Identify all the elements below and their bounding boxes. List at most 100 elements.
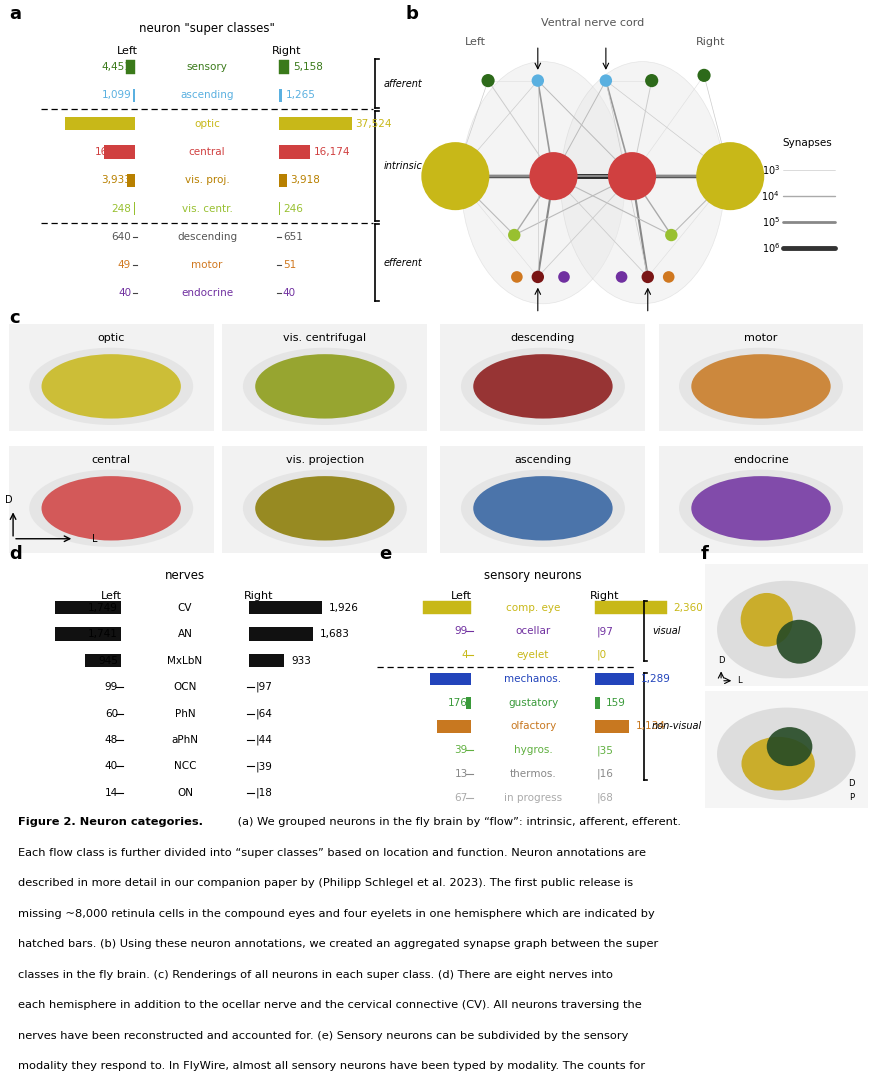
FancyBboxPatch shape: [440, 447, 646, 553]
Text: CV: CV: [178, 603, 192, 612]
Ellipse shape: [717, 708, 855, 800]
Bar: [55, 601, 122, 615]
Ellipse shape: [473, 476, 612, 541]
Text: Ventral nerve cord: Ventral nerve cord: [541, 326, 644, 337]
Text: |68: |68: [596, 792, 613, 803]
Text: ascending: ascending: [181, 90, 233, 100]
Ellipse shape: [255, 354, 395, 418]
Text: 49: 49: [118, 260, 131, 270]
Text: descending: descending: [511, 333, 575, 343]
Bar: [279, 117, 352, 130]
Text: 1,289: 1,289: [640, 674, 670, 684]
Text: aPhN: aPhN: [172, 735, 198, 745]
Text: vis. proj.: vis. proj.: [185, 176, 229, 185]
Bar: [279, 173, 287, 186]
Text: 3,933: 3,933: [101, 176, 131, 185]
Point: [645, 72, 659, 89]
Text: optic: optic: [98, 333, 125, 343]
Text: PhN: PhN: [174, 709, 196, 719]
Text: hygros.: hygros.: [514, 746, 552, 756]
Text: 1,749: 1,749: [88, 603, 118, 612]
Text: D: D: [718, 656, 724, 664]
Text: 651: 651: [283, 232, 303, 242]
Text: efferent: efferent: [384, 258, 423, 268]
Text: mechanos.: mechanos.: [505, 674, 561, 684]
Text: D: D: [5, 494, 12, 505]
Text: optic: optic: [194, 118, 220, 129]
Bar: [248, 601, 322, 615]
Text: sensory neurons: sensory neurons: [485, 569, 581, 581]
Bar: [126, 61, 135, 74]
Ellipse shape: [29, 348, 193, 425]
Text: 159: 159: [606, 698, 626, 708]
Text: visual: visual: [652, 627, 680, 636]
FancyBboxPatch shape: [658, 324, 863, 431]
Text: non-visual: non-visual: [652, 722, 702, 732]
Text: 13: 13: [455, 769, 468, 779]
Point: [507, 227, 522, 244]
Ellipse shape: [243, 348, 407, 425]
Text: 37,524: 37,524: [355, 118, 392, 129]
Text: $10^3$: $10^3$: [762, 163, 780, 177]
Point: [599, 72, 613, 89]
Text: AN: AN: [178, 629, 192, 640]
Bar: [423, 602, 471, 614]
Ellipse shape: [679, 469, 843, 547]
Ellipse shape: [41, 476, 181, 541]
Text: 60: 60: [105, 709, 118, 719]
Bar: [126, 61, 135, 74]
Point: [615, 268, 629, 285]
Text: |39: |39: [255, 761, 272, 772]
Text: missing ~8,000 retinula cells in the compound eyes and four eyelets in one hemis: missing ~8,000 retinula cells in the com…: [18, 908, 655, 918]
Bar: [85, 654, 122, 668]
Text: classes in the fly brain. (c) Renderings of all neurons in each super class. (d): classes in the fly brain. (c) Renderings…: [18, 970, 612, 980]
Text: Each flow class is further divided into “super classes” based on location and fu: Each flow class is further divided into …: [18, 848, 646, 857]
Text: endocrine: endocrine: [733, 454, 788, 465]
Point: [625, 167, 639, 184]
Text: descending: descending: [177, 232, 237, 242]
Text: modality they respond to. In FlyWire, almost all sensory neurons have been typed: modality they respond to. In FlyWire, al…: [18, 1061, 645, 1071]
Text: 933: 933: [291, 656, 311, 666]
Bar: [595, 673, 634, 685]
Text: (a) We grouped neurons in the fly brain by “flow”: intrinsic, afferent, efferent: (a) We grouped neurons in the fly brain …: [234, 817, 681, 827]
Bar: [55, 628, 122, 641]
Text: 39: 39: [455, 746, 468, 756]
Bar: [133, 89, 135, 102]
Text: 1,099: 1,099: [101, 90, 131, 100]
FancyBboxPatch shape: [9, 447, 214, 553]
Text: Right: Right: [244, 591, 273, 601]
Text: endocrine: endocrine: [181, 288, 233, 298]
Bar: [595, 697, 600, 709]
Text: |44: |44: [255, 735, 272, 745]
Text: |97: |97: [596, 627, 613, 636]
Text: olfactory: olfactory: [510, 722, 556, 732]
Ellipse shape: [462, 62, 625, 304]
Ellipse shape: [766, 727, 812, 766]
Text: central: central: [92, 454, 130, 465]
Ellipse shape: [741, 593, 793, 646]
Text: |97: |97: [255, 682, 272, 693]
Ellipse shape: [29, 469, 193, 547]
Text: comp. eye: comp. eye: [506, 603, 560, 612]
Text: |0: |0: [596, 650, 607, 660]
Text: sensory: sensory: [187, 62, 227, 72]
Text: D: D: [848, 778, 855, 788]
Text: 1,741: 1,741: [88, 629, 118, 640]
Text: c: c: [9, 309, 19, 327]
Text: intrinsic: intrinsic: [384, 162, 423, 171]
Ellipse shape: [41, 354, 181, 418]
Point: [481, 72, 495, 89]
Text: central: central: [189, 147, 226, 157]
Bar: [279, 89, 282, 102]
Ellipse shape: [560, 62, 724, 304]
Text: 48: 48: [105, 735, 118, 745]
Ellipse shape: [473, 354, 612, 418]
Text: 4: 4: [461, 650, 468, 660]
Text: thermos.: thermos.: [509, 769, 557, 779]
Point: [662, 268, 676, 285]
Bar: [279, 61, 289, 74]
Text: 99: 99: [105, 682, 118, 692]
Point: [510, 268, 524, 285]
Ellipse shape: [461, 348, 625, 425]
Bar: [104, 145, 135, 158]
